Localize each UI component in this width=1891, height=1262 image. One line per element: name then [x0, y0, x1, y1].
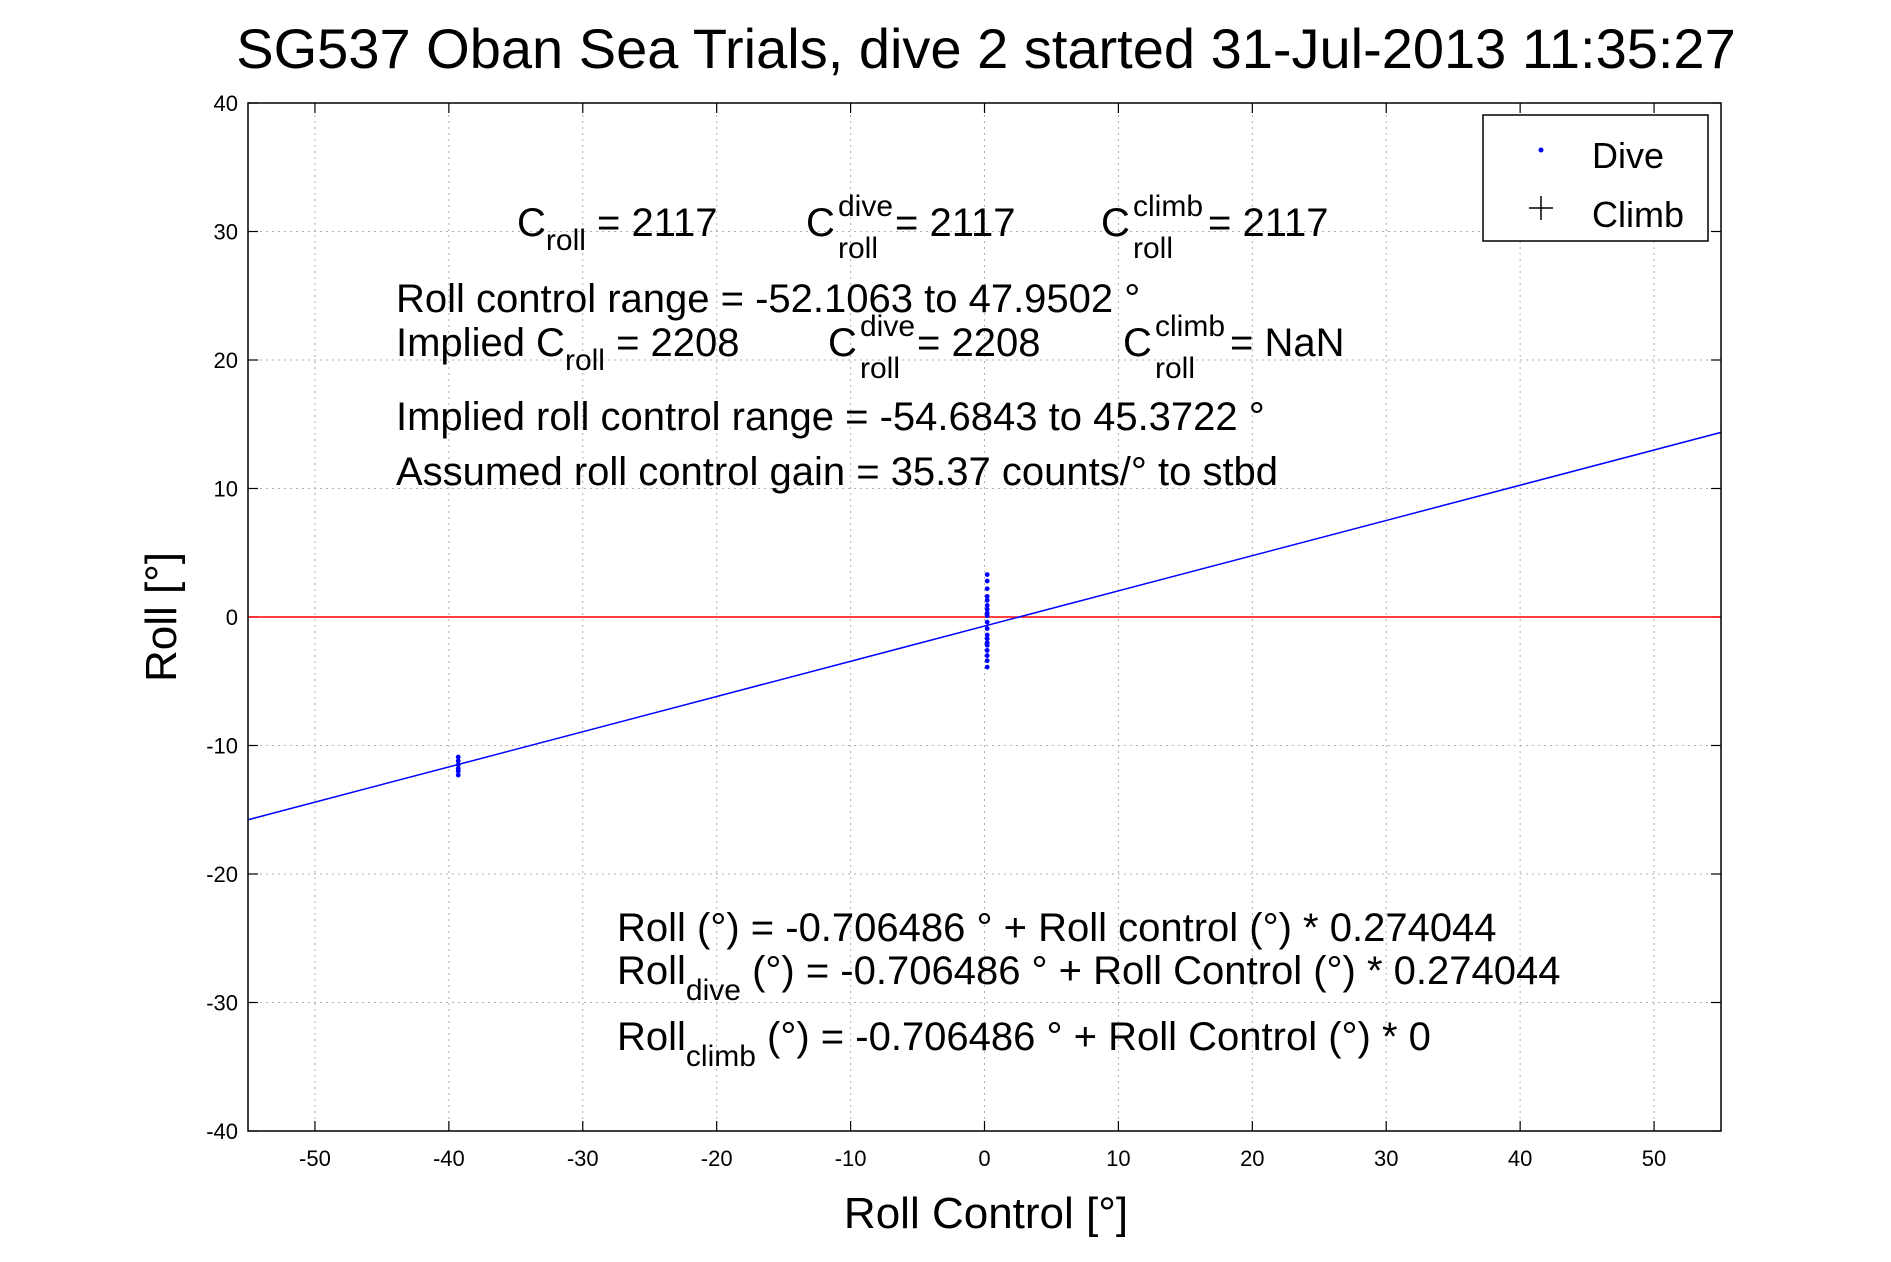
- y-tick-label: 0: [226, 605, 238, 630]
- roll-dive-equation: Rolldive (°) = -0.706486 ° + Roll Contro…: [617, 949, 1560, 1007]
- implied-c-dive-base: C: [828, 321, 857, 365]
- implied-c-climb-value: = NaN: [1230, 321, 1345, 365]
- plot-frame: [247, 102, 1722, 1132]
- y-tick-label: -20: [206, 862, 238, 887]
- implied-c-dive-superscript: dive: [860, 310, 915, 343]
- c-dive-value: = 2117: [895, 201, 1016, 245]
- x-tick-label: 10: [1106, 1146, 1130, 1171]
- x-tick-label: -30: [567, 1146, 599, 1171]
- data-point-dive: [984, 636, 990, 642]
- c-roll-value: = 2117: [586, 201, 718, 245]
- annotations: Croll = 2117 C dive roll = 2117 C climb …: [396, 190, 1560, 1073]
- data-points: [455, 572, 990, 778]
- x-tick-label: -10: [835, 1146, 867, 1171]
- y-tick-label: -40: [206, 1119, 238, 1144]
- y-axis-label: Roll [°]: [137, 552, 186, 682]
- implied-c-roll-annotation: Implied Croll = 2208: [396, 321, 740, 377]
- y-tick-label: 30: [214, 220, 238, 245]
- roll-control-range-text: Roll control range = -52.1063 to 47.9502…: [396, 277, 1140, 321]
- roll-dive-subscript: dive: [686, 974, 741, 1007]
- legend-box: [1482, 114, 1709, 242]
- y-tick-label: -30: [206, 991, 238, 1016]
- c-climb-annotation-base: C: [1101, 201, 1130, 245]
- legend-dive-marker: [1538, 147, 1544, 153]
- x-tick-label: -40: [433, 1146, 465, 1171]
- x-tick-label: 20: [1240, 1146, 1264, 1171]
- data-point-dive: [984, 578, 990, 584]
- implied-c-climb-subscript: roll: [1155, 352, 1195, 385]
- c-roll-subscript: roll: [546, 224, 586, 257]
- x-tick-label: -50: [299, 1146, 331, 1171]
- roll-climb-subscript: climb: [686, 1040, 756, 1073]
- legend: Dive Climb: [1482, 114, 1709, 242]
- roll-climb-equation: Rollclimb (°) = -0.706486 ° + Roll Contr…: [617, 1015, 1431, 1073]
- x-tick-label: 50: [1642, 1146, 1666, 1171]
- x-axis-label: Roll Control [°]: [844, 1189, 1128, 1238]
- implied-c-climb-superscript: climb: [1155, 310, 1225, 343]
- data-point-dive: [455, 772, 461, 778]
- data-point-dive: [984, 613, 990, 619]
- c-dive-subscript: roll: [838, 232, 878, 265]
- data-point-dive: [984, 594, 990, 599]
- data-point-dive: [984, 632, 990, 638]
- data-point-dive: [984, 626, 990, 631]
- y-tick-label: -10: [206, 734, 238, 759]
- implied-roll-control-range-text: Implied roll control range = -54.6843 to…: [396, 395, 1265, 439]
- data-point-dive: [455, 762, 461, 768]
- roll-equation-text: Roll (°) = -0.706486 ° + Roll control (°…: [617, 906, 1497, 950]
- data-point-dive: [455, 758, 461, 764]
- c-dive-annotation-base: C: [806, 201, 835, 245]
- data-point-dive: [984, 648, 990, 653]
- roll-control-gain-text: Assumed roll control gain = 35.37 counts…: [396, 450, 1278, 494]
- c-climb-superscript: climb: [1133, 190, 1203, 223]
- legend-climb-marker: [1529, 196, 1553, 220]
- data-point-dive: [984, 642, 990, 648]
- implied-c-roll-prefix: Implied C: [396, 321, 565, 365]
- data-point-dive: [984, 606, 990, 612]
- data-point-dive: [984, 586, 990, 592]
- c-climb-subscript: roll: [1133, 232, 1173, 265]
- c-roll-symbol: C: [517, 201, 546, 245]
- y-tick-label: 10: [214, 477, 238, 502]
- x-tick-label: 40: [1508, 1146, 1532, 1171]
- data-point-dive: [984, 653, 990, 658]
- legend-dive-label: Dive: [1592, 135, 1664, 176]
- implied-c-roll-subscript: roll: [565, 344, 605, 377]
- data-point-dive: [984, 603, 990, 608]
- x-tick-label: -20: [701, 1146, 733, 1171]
- data-point-dive: [984, 597, 990, 603]
- fit-line: [247, 431, 1722, 821]
- x-tick-label: 30: [1374, 1146, 1398, 1171]
- legend-climb-label: Climb: [1592, 194, 1684, 235]
- roll-dive-prefix: Roll: [617, 949, 686, 993]
- y-tick-label: 20: [214, 348, 238, 373]
- implied-c-dive-value: = 2208: [917, 321, 1040, 365]
- data-point-dive: [984, 658, 990, 664]
- implied-c-climb-base: C: [1123, 321, 1152, 365]
- data-point-dive: [455, 768, 461, 774]
- c-roll-annotation: Croll = 2117: [517, 201, 718, 257]
- axis-ticks: -50 -40 -30 -20 -10 0 10 20 30 40 50 -40 -30 -20 -10 0 1…: [206, 91, 1721, 1171]
- implied-c-dive-subscript: roll: [860, 352, 900, 385]
- roll-climb-prefix: Roll: [617, 1015, 686, 1059]
- implied-c-roll-value: = 2208: [605, 321, 740, 365]
- roll-climb-rest: (°) = -0.706486 ° + Roll Control (°) * 0: [756, 1015, 1431, 1059]
- roll-dive-rest: (°) = -0.706486 ° + Roll Control (°) * 0…: [741, 949, 1561, 993]
- data-point-dive: [984, 664, 990, 670]
- data-point-dive: [984, 619, 990, 625]
- c-climb-value: = 2117: [1208, 201, 1329, 245]
- data-point-dive: [455, 754, 461, 760]
- chart-title: SG537 Oban Sea Trials, dive 2 started 31…: [236, 17, 1735, 80]
- y-tick-label: 40: [214, 91, 238, 116]
- data-point-dive: [984, 572, 990, 577]
- x-tick-label: 0: [978, 1146, 990, 1171]
- c-dive-superscript: dive: [838, 190, 893, 223]
